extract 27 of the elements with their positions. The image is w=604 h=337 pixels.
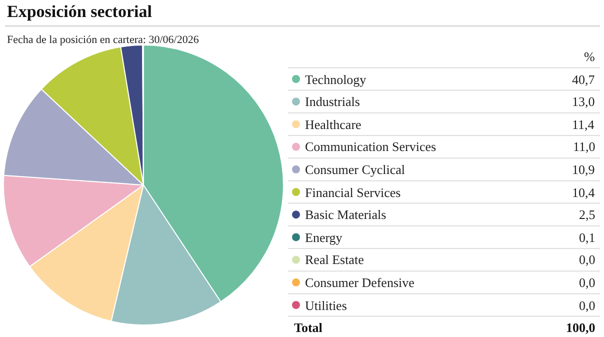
text: % bbox=[584, 49, 595, 64]
data-label: 0,1 bbox=[579, 230, 596, 245]
legend-label: Industrials bbox=[305, 94, 360, 109]
legend-label: Utilities bbox=[305, 298, 347, 313]
chart-title: Exposición sectorial bbox=[7, 2, 152, 21]
legend-label: Communication Services bbox=[305, 139, 436, 154]
text: Total bbox=[294, 320, 323, 335]
text: 0,0 bbox=[579, 252, 596, 267]
legend-label: Financial Services bbox=[305, 185, 401, 200]
legend-label: Consumer Defensive bbox=[305, 275, 415, 290]
data-label: 11,0 bbox=[573, 139, 596, 154]
data-label: 10,9 bbox=[572, 162, 595, 177]
data-label: 40,7 bbox=[572, 72, 596, 87]
legend-label: Consumer Cyclical bbox=[305, 162, 406, 177]
text: 100,0 bbox=[566, 320, 596, 335]
data-label: 2,5 bbox=[579, 207, 596, 222]
legend-label: Real Estate bbox=[305, 252, 364, 267]
legend-label: Healthcare bbox=[305, 117, 362, 132]
data-label: 10,4 bbox=[572, 185, 596, 200]
legend-label: Technology bbox=[305, 72, 367, 87]
text: 0,0 bbox=[579, 298, 596, 313]
legend-label: Basic Materials bbox=[305, 207, 386, 222]
data-label: 13,0 bbox=[572, 94, 595, 109]
text: 0,0 bbox=[579, 275, 596, 290]
data-label: 11,4 bbox=[572, 117, 595, 132]
chart-subtitle: Fecha de la posición en cartera: 30/06/2026 bbox=[7, 34, 200, 46]
legend-label: Energy bbox=[305, 230, 343, 245]
